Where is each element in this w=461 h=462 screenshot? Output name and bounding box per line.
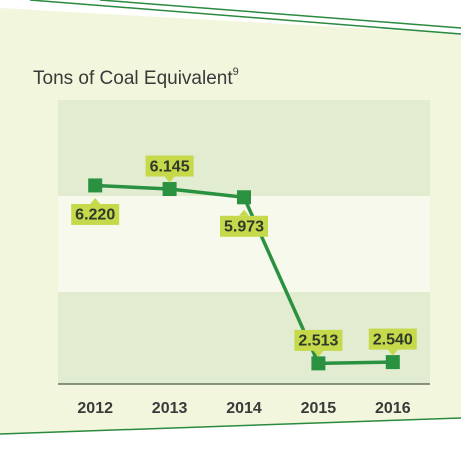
data-point xyxy=(311,356,326,371)
data-point xyxy=(385,355,400,370)
chart-title: Tons of Coal Equivalent9 xyxy=(33,66,239,89)
x-tick-label: 2015 xyxy=(301,400,337,417)
value-label-box xyxy=(71,203,120,225)
title-note: 9 xyxy=(233,66,239,78)
top-rule xyxy=(99,0,461,29)
plot-area: 6.220 6.145 5.973 2.513 2.540 2012 2013 2014 201… xyxy=(58,100,430,417)
x-tick-label: 2013 xyxy=(152,400,188,417)
data-point xyxy=(162,182,177,197)
x-tick-label: 2016 xyxy=(375,400,411,417)
value-label: 5.973 xyxy=(224,219,264,236)
value-label: 6.220 xyxy=(75,207,115,224)
x-tick-label: 2012 xyxy=(77,400,113,417)
bottom-rule xyxy=(0,417,461,435)
value-label-pointer xyxy=(164,176,175,183)
title-text: Tons of Coal Equivalent xyxy=(33,68,233,89)
value-label-pointer xyxy=(90,197,101,204)
value-label-box xyxy=(368,328,417,350)
value-label: 6.145 xyxy=(150,158,190,175)
value-label-pointer xyxy=(239,209,249,216)
value-label-box xyxy=(294,329,343,351)
grid-band xyxy=(58,292,430,384)
value-label-box xyxy=(145,155,194,177)
data-point xyxy=(88,178,103,193)
grid-band xyxy=(58,100,430,196)
value-label-pointer xyxy=(387,349,398,356)
x-tick-label: 2014 xyxy=(226,400,262,417)
value-label-box xyxy=(220,215,268,237)
value-label-pointer xyxy=(313,350,324,357)
value-label: 2.540 xyxy=(373,331,413,348)
value-label: 2.513 xyxy=(298,333,338,350)
top-rule xyxy=(29,0,461,35)
data-point xyxy=(237,190,251,205)
